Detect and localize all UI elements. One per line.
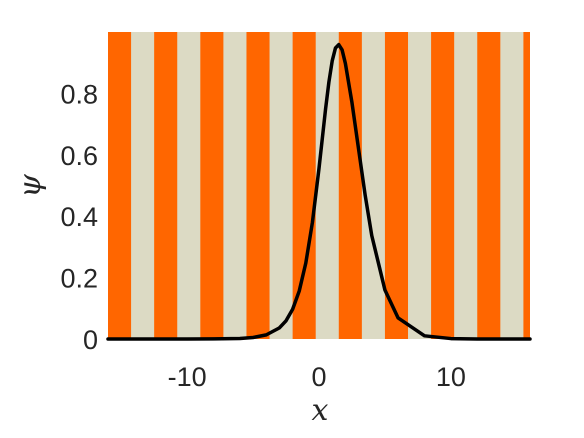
y-tick-label: 0 [83,325,98,355]
stripe-orange [431,32,455,339]
x-tick-label: -10 [168,362,207,392]
y-tick-label: 0.6 [60,141,98,171]
stripe-orange [246,32,270,339]
y-tick-label: 0.8 [60,79,98,109]
stripe-orange [477,32,501,339]
y-axis-label: ψ [13,174,48,198]
stripe-orange [292,32,316,339]
stripe-orange [384,32,409,339]
y-tick-label: 0.4 [60,202,98,232]
series-line-0 [106,42,532,341]
stripe-orange [200,32,224,339]
x-tick-label: 10 [436,362,466,392]
stripe-orange [108,32,132,339]
stripe-orange [154,32,178,339]
stripe-layer [108,32,530,339]
y-tick-labels: 0 0.2 0.4 0.6 0.8 [60,79,98,355]
series-layer [106,42,532,341]
stripe-orange [523,32,530,339]
stripe-orange [338,32,362,339]
x-tick-label: 0 [311,362,326,392]
x-axis-label: x [312,393,329,428]
stripe-beige-background [108,32,530,339]
x-tick-labels: -10 0 10 [168,362,466,392]
y-tick-label: 0.2 [60,264,98,294]
